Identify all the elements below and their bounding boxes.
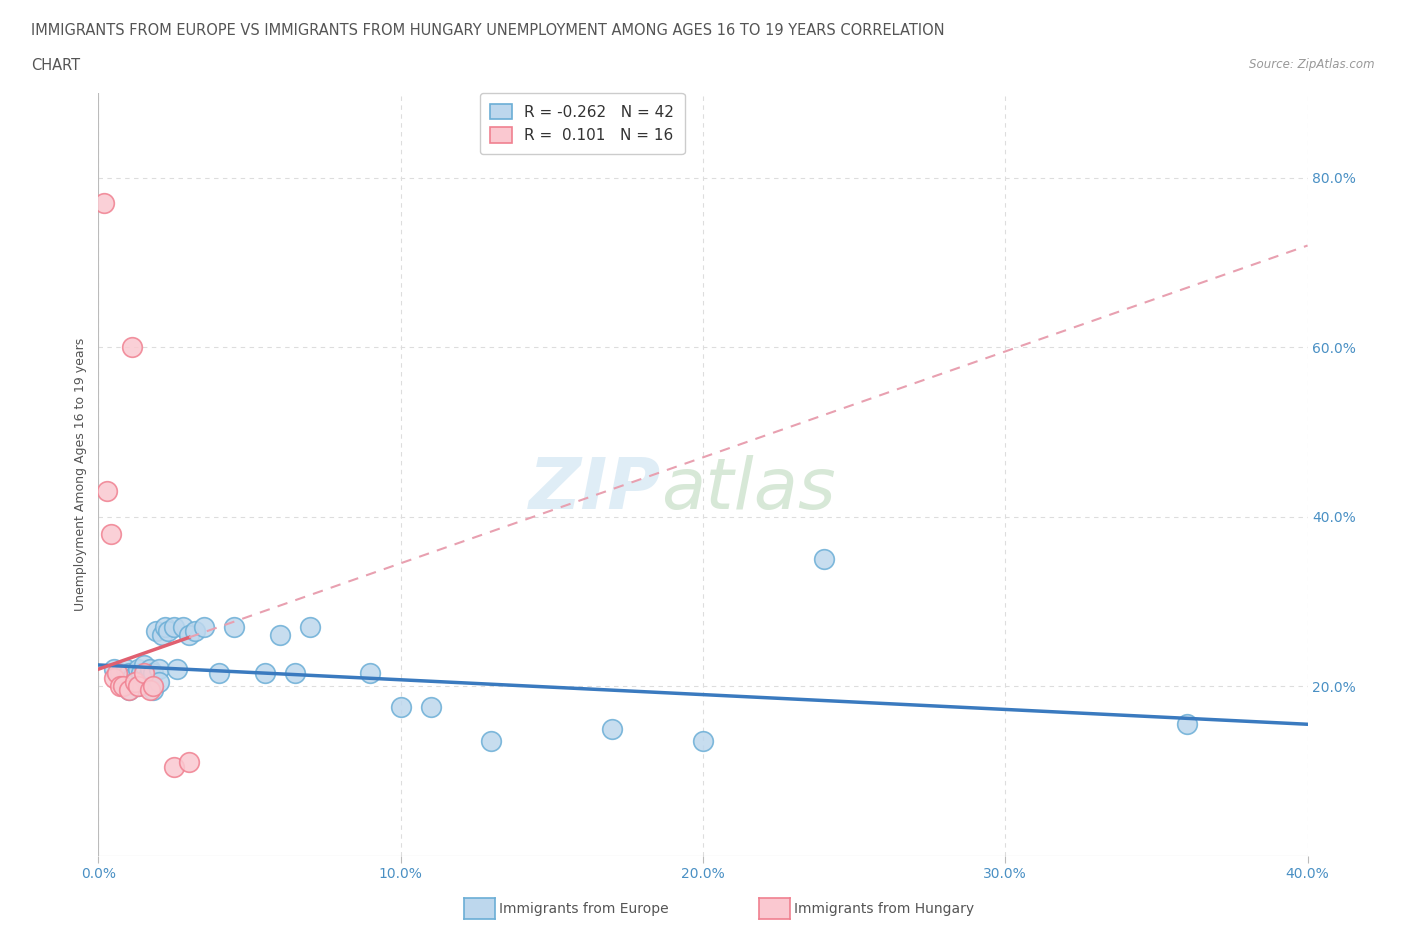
Point	[389, 700, 412, 715]
Point	[132, 666, 155, 681]
Point	[118, 666, 141, 681]
Text: Source: ZipAtlas.com: Source: ZipAtlas.com	[1250, 58, 1375, 71]
Point	[150, 628, 173, 643]
Point	[142, 683, 165, 698]
Point	[103, 671, 125, 685]
Y-axis label: Unemployment Among Ages 16 to 19 years: Unemployment Among Ages 16 to 19 years	[75, 338, 87, 611]
Text: Immigrants from Hungary: Immigrants from Hungary	[794, 901, 974, 916]
Point	[163, 759, 186, 774]
Point	[1175, 717, 1198, 732]
Point	[420, 700, 443, 715]
Point	[103, 662, 125, 677]
Point	[269, 628, 291, 643]
Point	[208, 666, 231, 681]
Point	[163, 619, 186, 634]
Point	[193, 619, 215, 634]
Point	[127, 662, 149, 677]
Point	[153, 619, 176, 634]
Point	[224, 619, 246, 634]
Point	[179, 628, 201, 643]
Point	[360, 666, 382, 681]
Point	[135, 671, 157, 685]
Text: IMMIGRANTS FROM EUROPE VS IMMIGRANTS FROM HUNGARY UNEMPLOYMENT AMONG AGES 16 TO : IMMIGRANTS FROM EUROPE VS IMMIGRANTS FRO…	[31, 23, 945, 38]
Text: Immigrants from Europe: Immigrants from Europe	[499, 901, 669, 916]
Point	[108, 666, 131, 681]
Point	[108, 679, 131, 694]
Point	[284, 666, 307, 681]
Point	[172, 619, 194, 634]
Point	[124, 674, 146, 689]
Point	[118, 683, 141, 698]
Point	[253, 666, 276, 681]
Point	[124, 674, 146, 689]
Point	[121, 671, 143, 685]
Point	[127, 679, 149, 694]
Point	[129, 666, 152, 681]
Point	[142, 679, 165, 694]
Point	[118, 683, 141, 698]
Point	[813, 551, 835, 566]
Point	[121, 339, 143, 354]
Point	[148, 662, 170, 677]
Point	[184, 624, 207, 639]
Point	[111, 679, 134, 694]
Point	[139, 662, 162, 677]
Point	[111, 679, 134, 694]
Point	[481, 734, 503, 749]
Point	[132, 658, 155, 672]
Legend: R = -0.262   N = 42, R =  0.101   N = 16: R = -0.262 N = 42, R = 0.101 N = 16	[479, 93, 685, 154]
Point	[299, 619, 322, 634]
Point	[156, 624, 179, 639]
Point	[93, 195, 115, 210]
Point	[166, 662, 188, 677]
Text: ZIP: ZIP	[529, 455, 661, 524]
Point	[145, 624, 167, 639]
Point	[100, 526, 122, 541]
Point	[692, 734, 714, 749]
Point	[105, 666, 128, 681]
Point	[142, 666, 165, 681]
Text: CHART: CHART	[31, 58, 80, 73]
Point	[139, 683, 162, 698]
Point	[114, 662, 136, 677]
Point	[96, 484, 118, 498]
Point	[148, 674, 170, 689]
Point	[127, 679, 149, 694]
Text: atlas: atlas	[661, 455, 835, 524]
Point	[179, 755, 201, 770]
Point	[602, 721, 624, 736]
